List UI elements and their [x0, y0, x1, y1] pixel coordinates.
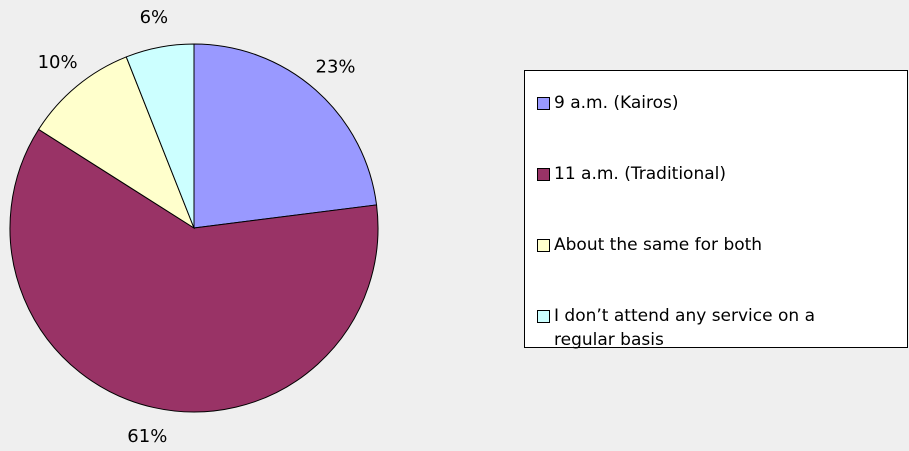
legend-swatch [537, 310, 550, 323]
data-label: 6% [140, 7, 169, 28]
pie-slice [37, 56, 196, 230]
legend-item: 9 a.m. (Kairos) [537, 91, 899, 115]
pie-slice [193, 43, 378, 229]
legend-item: About the same for both [537, 233, 899, 257]
legend-label: About the same for both [554, 235, 763, 255]
pie-slice [9, 128, 379, 413]
data-label: 23% [316, 56, 356, 77]
legend-label: 9 a.m. (Kairos) [554, 93, 679, 113]
legend-swatch [537, 97, 550, 110]
legend-label: I don’t attend any service on a regular … [554, 306, 815, 350]
data-label: 10% [38, 52, 78, 73]
data-label: 61% [127, 426, 167, 447]
pie-slice [125, 43, 195, 229]
legend-label: 11 a.m. (Traditional) [554, 164, 727, 184]
legend-item: I don’t attend any service on a regular … [537, 304, 899, 352]
legend-item: 11 a.m. (Traditional) [537, 162, 899, 186]
legend-swatch [537, 239, 550, 252]
legend: 9 a.m. (Kairos) 11 a.m. (Traditional) Abou… [524, 70, 908, 350]
legend-swatch [537, 168, 550, 181]
